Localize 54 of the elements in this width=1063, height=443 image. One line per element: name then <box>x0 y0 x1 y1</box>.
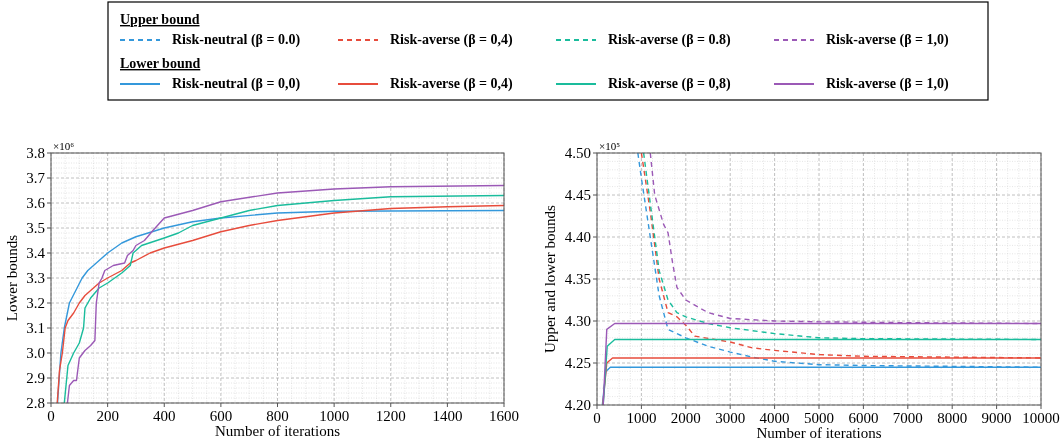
x-tick-label: 10000 <box>1022 410 1060 426</box>
x-axis-title: Number of iterations <box>215 423 341 439</box>
x-tick-label: 800 <box>266 408 289 424</box>
legend-label: Risk-averse (β = 0,8) <box>608 76 731 92</box>
x-tick-label: 3000 <box>715 410 746 426</box>
y-tick-label: 4.30 <box>564 313 591 330</box>
y-tick-label: 3.2 <box>26 295 45 312</box>
y-tick-label: 3.0 <box>26 345 45 362</box>
y-tick-label: 3.6 <box>26 195 46 212</box>
y-axis-title: Lower bounds <box>4 234 20 322</box>
y-tick-label: 3.4 <box>26 245 46 262</box>
y-tick-label: 3.8 <box>26 145 45 162</box>
legend-label: Risk-averse (β = 0,4) <box>390 76 513 92</box>
x-tick-label: 600 <box>209 408 233 424</box>
y-tick-label: 3.5 <box>26 220 45 237</box>
x-tick-label: 7000 <box>892 410 923 426</box>
y-tick-label: 4.35 <box>564 271 591 288</box>
y-tick-label: 2.8 <box>26 395 45 412</box>
x-tick-label: 1400 <box>432 408 463 424</box>
x-tick-label: 9000 <box>981 410 1012 426</box>
legend-label: Risk-neutral (β = 0.0) <box>172 32 301 48</box>
y-tick-label: 4.45 <box>564 187 591 204</box>
x-tick-label: 1600 <box>489 408 519 424</box>
legend-label: Risk-averse (β = 0,4) <box>390 32 513 48</box>
y-tick-label: 4.25 <box>564 355 591 372</box>
x-axis-title: Number of iterations <box>756 425 882 441</box>
x-tick-label: 8000 <box>937 410 968 426</box>
x-tick-label: 2000 <box>670 410 701 426</box>
text: Upper bound <box>120 12 200 27</box>
y-tick-label: 3.3 <box>26 270 45 287</box>
x-tick-label: 4000 <box>759 410 790 426</box>
y-tick-label: 4.50 <box>564 145 591 162</box>
legend-label: Risk-averse (β = 1,0) <box>826 32 949 48</box>
text: ×10⁶ <box>53 140 75 152</box>
legend-label: Risk-averse (β = 1,0) <box>826 76 949 92</box>
text: Lower bound <box>120 56 201 71</box>
x-tick-label: 5000 <box>804 410 834 426</box>
legend-label: Risk-averse (β = 0.8) <box>608 32 731 48</box>
x-tick-label: 1000 <box>626 410 657 426</box>
x-tick-label: 0 <box>593 410 601 426</box>
y-tick-label: 2.9 <box>26 370 45 387</box>
x-tick-label: 6000 <box>848 410 879 426</box>
y-tick-label: 4.20 <box>564 397 591 414</box>
x-tick-label: 0 <box>47 408 55 424</box>
x-tick-label: 1200 <box>375 408 406 424</box>
text: ×10⁵ <box>599 140 621 152</box>
y-axis-title: Upper and lower bounds <box>542 204 558 353</box>
y-tick-label: 4.40 <box>564 229 591 246</box>
x-tick-label: 400 <box>153 408 176 424</box>
y-tick-label: 3.1 <box>26 320 45 337</box>
y-tick-label: 3.7 <box>26 170 46 187</box>
legend-label: Risk-neutral (β = 0,0) <box>172 76 301 92</box>
x-tick-label: 1000 <box>319 408 350 424</box>
x-tick-label: 200 <box>96 408 119 424</box>
